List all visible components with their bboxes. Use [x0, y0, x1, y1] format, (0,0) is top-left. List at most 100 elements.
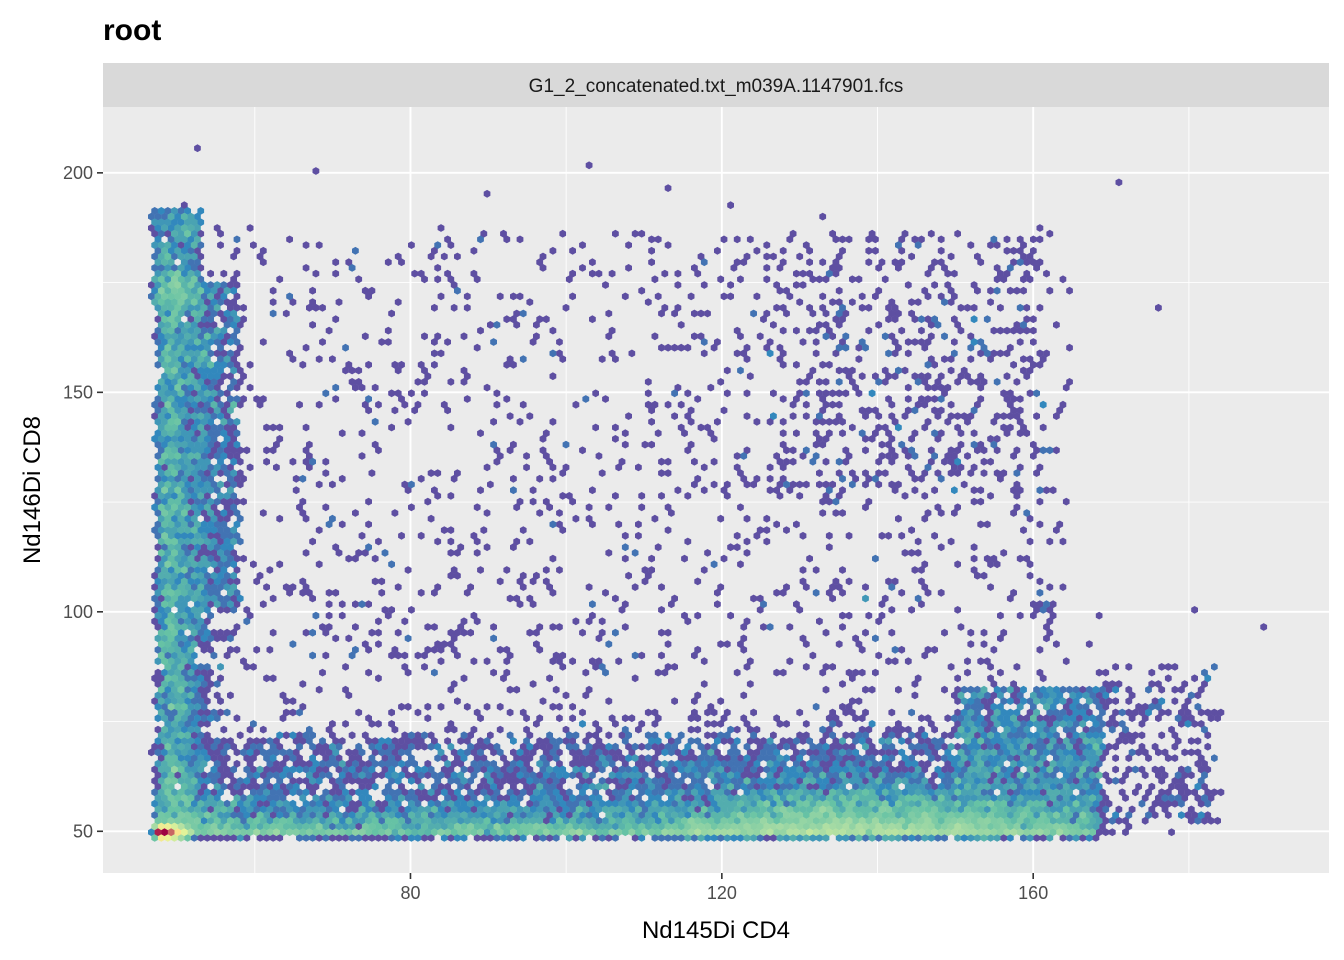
- hex-cell: [1204, 708, 1212, 717]
- hex-cell: [1036, 691, 1044, 700]
- hex-cell: [967, 355, 975, 363]
- hex-cell: [1201, 725, 1208, 734]
- hex-cell: [513, 788, 521, 797]
- hex-cell: [171, 651, 178, 660]
- hex-cell: [184, 788, 191, 797]
- hex-cell: [615, 794, 623, 802]
- hex-cell: [227, 771, 234, 780]
- hex-cell: [167, 782, 175, 791]
- hex-cell: [470, 759, 478, 768]
- hex-cell: [559, 663, 567, 671]
- hex-cell: [812, 702, 820, 711]
- hex-cell: [388, 811, 395, 819]
- hex-cell: [562, 440, 570, 449]
- hex-cell: [750, 309, 757, 318]
- hex-cell: [233, 395, 241, 403]
- hex-cell: [829, 765, 836, 774]
- hex-cell: [184, 651, 191, 660]
- hex-cell: [641, 782, 649, 791]
- hex-cell: [720, 292, 728, 301]
- hex-cell: [190, 218, 198, 227]
- hex-cell: [1016, 737, 1024, 745]
- hex-cell: [1010, 771, 1017, 780]
- hex-cell: [937, 474, 945, 483]
- hex-cell: [217, 834, 224, 842]
- hex-cell: [1108, 714, 1116, 723]
- hex-cell: [210, 537, 218, 546]
- hex-cell: [246, 725, 254, 734]
- hex-cell: [384, 771, 392, 780]
- hex-cell: [954, 469, 961, 477]
- hex-cell: [388, 309, 395, 318]
- hex-cell: [190, 286, 198, 295]
- hex-cell: [325, 725, 333, 734]
- hex-cell: [1036, 463, 1044, 472]
- hex-cell: [700, 486, 708, 495]
- hex-cell: [1026, 765, 1034, 774]
- hex-cell: [799, 634, 807, 643]
- hex-cell: [348, 834, 356, 842]
- hex-cell: [888, 788, 896, 797]
- hex-cell: [408, 480, 415, 489]
- hex-cell: [921, 378, 929, 386]
- hex-cell: [1108, 828, 1116, 837]
- hex-cell: [306, 725, 313, 734]
- hex-cell: [1026, 560, 1034, 569]
- hex-cell: [250, 788, 257, 797]
- hex-cell: [312, 748, 320, 757]
- hex-cell: [904, 657, 912, 666]
- hex-cell: [1158, 708, 1166, 717]
- hex-cell: [177, 777, 185, 785]
- hex-cell: [329, 355, 336, 363]
- hex-cell: [671, 343, 678, 352]
- hex-cell: [556, 748, 563, 757]
- hex-cell: [207, 600, 214, 609]
- hex-cell: [151, 241, 159, 249]
- hex-cell: [816, 469, 823, 477]
- hex-cell: [431, 303, 438, 312]
- hex-cell: [852, 748, 859, 757]
- hex-cell: [720, 554, 728, 563]
- hex-cell: [174, 497, 182, 506]
- hex-cell: [872, 429, 879, 438]
- hex-cell: [542, 759, 550, 768]
- hex-cell: [1036, 759, 1044, 768]
- hex-cell: [190, 594, 198, 603]
- hex-cell: [947, 799, 955, 808]
- hex-cell: [898, 235, 906, 244]
- hex-cell: [891, 315, 899, 324]
- hex-cell: [1076, 737, 1083, 745]
- hex-cell: [974, 731, 981, 740]
- hex-cell: [263, 788, 270, 797]
- hex-cell: [213, 714, 221, 723]
- hex-cell: [714, 816, 721, 825]
- hex-cell: [1036, 486, 1044, 495]
- hex-cell: [171, 446, 178, 455]
- hex-cell: [901, 446, 909, 455]
- hex-cell: [506, 799, 514, 808]
- hex-cell: [691, 777, 698, 785]
- hex-cell: [1046, 720, 1054, 728]
- hex-cell: [424, 828, 432, 837]
- hex-cell: [533, 742, 540, 751]
- hex-cell: [157, 321, 165, 329]
- hex-cell: [868, 754, 876, 762]
- hex-cell: [523, 759, 530, 768]
- hex-cell: [779, 771, 787, 780]
- hex-cell: [1003, 372, 1011, 381]
- hex-cell: [200, 281, 208, 289]
- hex-cell: [431, 737, 438, 745]
- hex-cell: [355, 822, 363, 831]
- hex-cell: [727, 748, 734, 757]
- hex-cell: [862, 435, 869, 443]
- hex-cell: [839, 782, 846, 791]
- hex-cell: [269, 799, 277, 808]
- hex-cell: [621, 543, 629, 552]
- hex-cell: [233, 645, 241, 654]
- hex-cell: [174, 531, 182, 540]
- hex-cell: [654, 292, 662, 301]
- hex-cell: [674, 794, 682, 802]
- hex-cell: [177, 788, 185, 797]
- hex-cell: [184, 685, 191, 694]
- hex-cell: [207, 509, 214, 517]
